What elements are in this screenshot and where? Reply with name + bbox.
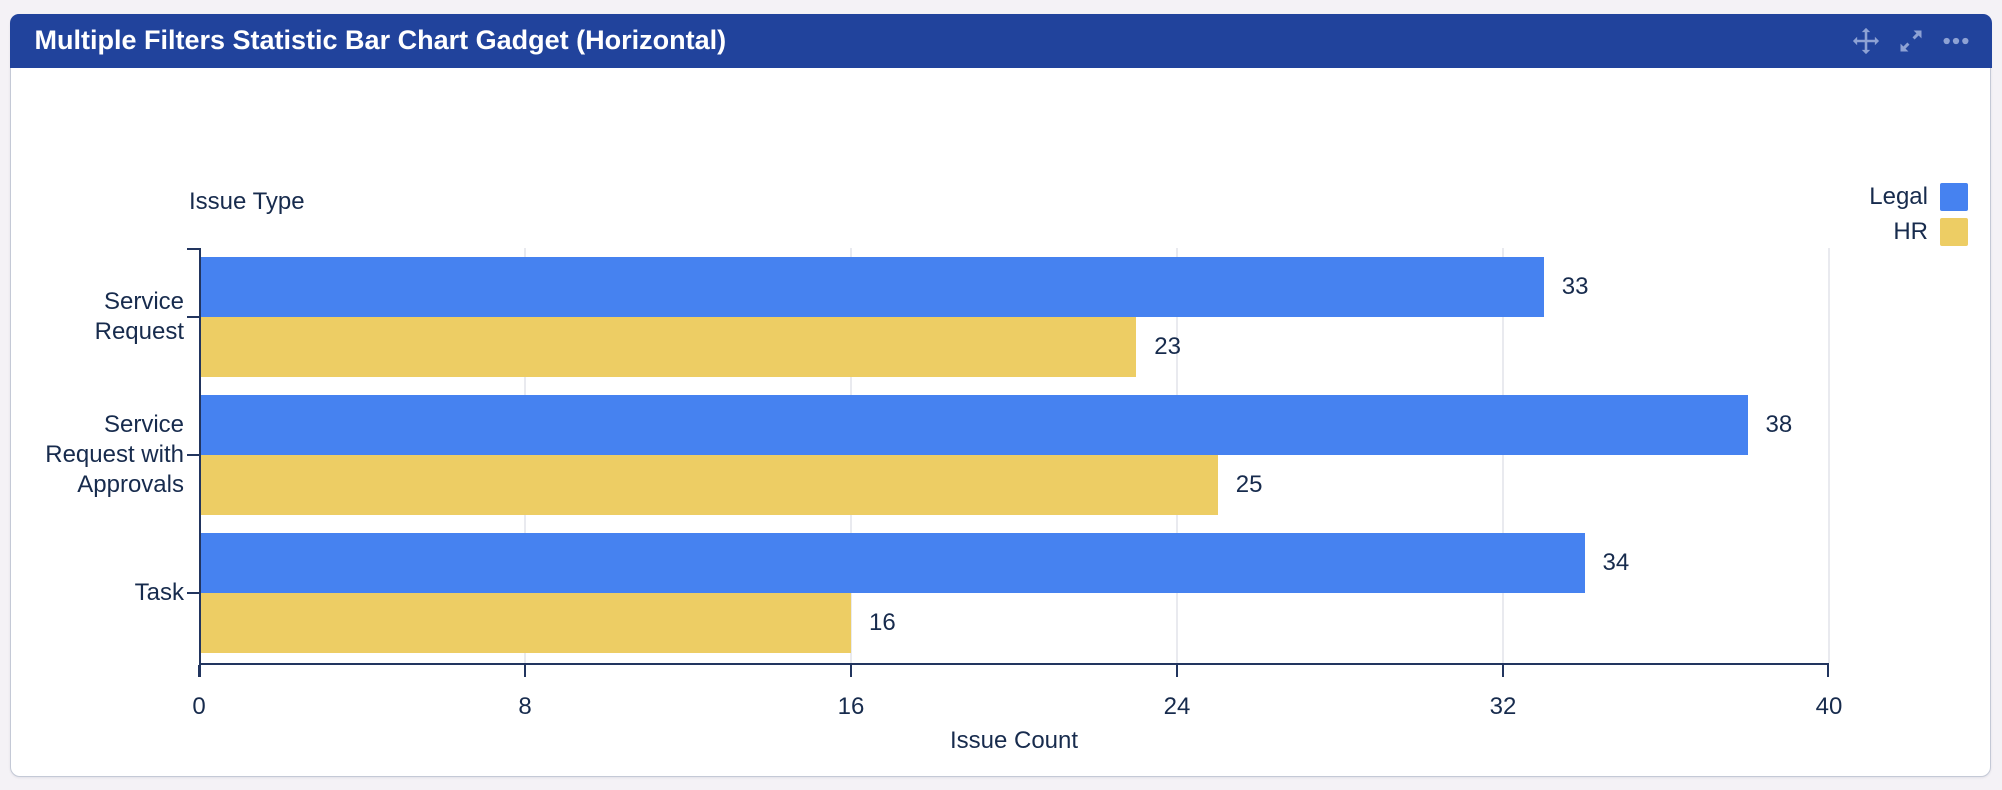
chart-legend: Legal HR (1869, 182, 1968, 246)
move-icon[interactable] (1852, 27, 1880, 55)
legend-item-legal[interactable]: Legal (1869, 182, 1968, 211)
bar-group-service-request-with-approvals: 38 25 Service Request with Approvals (45, 386, 1829, 524)
x-tick-32 (1502, 664, 1504, 677)
x-tick-40 (1827, 664, 1829, 677)
y-axis (199, 247, 201, 677)
x-axis-title: Issue Count (949, 726, 1079, 754)
bar-legal-service-request-with-approvals[interactable]: 38 (199, 394, 1792, 455)
gadget-card: Multiple Filters Statistic Bar Chart Gad… (9, 13, 1992, 777)
x-tick-label: 40 (1815, 692, 1843, 720)
x-tick-8 (524, 664, 526, 677)
category-label: Task (134, 579, 184, 607)
legend-label: Legal (1869, 182, 1928, 210)
x-tick-24 (1176, 664, 1178, 677)
x-tick-16 (850, 664, 852, 677)
bar-value-label: 23 (1154, 332, 1181, 360)
bar-value-label: 33 (1561, 272, 1589, 300)
category-tick (187, 315, 199, 318)
gridline-32 (1502, 247, 1504, 663)
x-tick-label: 0 (192, 692, 206, 720)
category-tick (187, 592, 199, 595)
legend-swatch (1940, 182, 1968, 211)
x-tick-label: 8 (518, 692, 532, 720)
gadget-toolbar (1852, 27, 1970, 55)
x-axis (199, 662, 1829, 665)
y-axis-top-tick (187, 247, 199, 250)
bar-legal-service-request[interactable]: 33 (199, 256, 1588, 317)
category-tick (187, 453, 199, 456)
plot-area: Issue Count 33 23 Service Request 38 25 Servi… (45, 247, 1842, 754)
bar-hr-service-request-with-approvals[interactable]: 25 (199, 454, 1262, 515)
x-tick-0 (198, 664, 200, 677)
gadget-title: Multiple Filters Statistic Bar Chart Gad… (34, 25, 727, 55)
category-label: Service Request with Approvals (45, 410, 184, 498)
more-icon[interactable] (1942, 27, 1970, 55)
bar-legal-task[interactable]: 34 (199, 533, 1629, 594)
x-tick-label: 32 (1489, 692, 1517, 720)
bar-hr-task[interactable]: 16 (199, 593, 896, 654)
bar-value-label: 38 (1765, 410, 1793, 438)
gridline-40 (1828, 247, 1830, 663)
x-tick-label: 24 (1163, 692, 1191, 720)
x-tick-label: 16 (837, 692, 865, 720)
bar-hr-service-request[interactable]: 23 (199, 316, 1181, 377)
bar-value-label: 16 (869, 609, 896, 637)
gadget-header: Multiple Filters Statistic Bar Chart Gad… (9, 13, 1992, 68)
category-label: Service Request (94, 287, 184, 345)
legend-swatch (1940, 217, 1968, 246)
bar-group-task: 34 16 Task (135, 524, 1829, 662)
bar-value-label: 25 (1235, 470, 1263, 498)
bar-group-service-request: 33 23 Service Request (95, 248, 1829, 386)
legend-label: HR (1893, 217, 1928, 245)
chart-container: Issue Type Legal HR Issue Count 33 23 Servi… (11, 68, 1990, 777)
bar-value-label: 34 (1602, 549, 1630, 577)
expand-icon[interactable] (1897, 27, 1925, 55)
y-axis-title: Issue Type (189, 187, 305, 215)
legend-item-hr[interactable]: HR (1893, 217, 1968, 246)
